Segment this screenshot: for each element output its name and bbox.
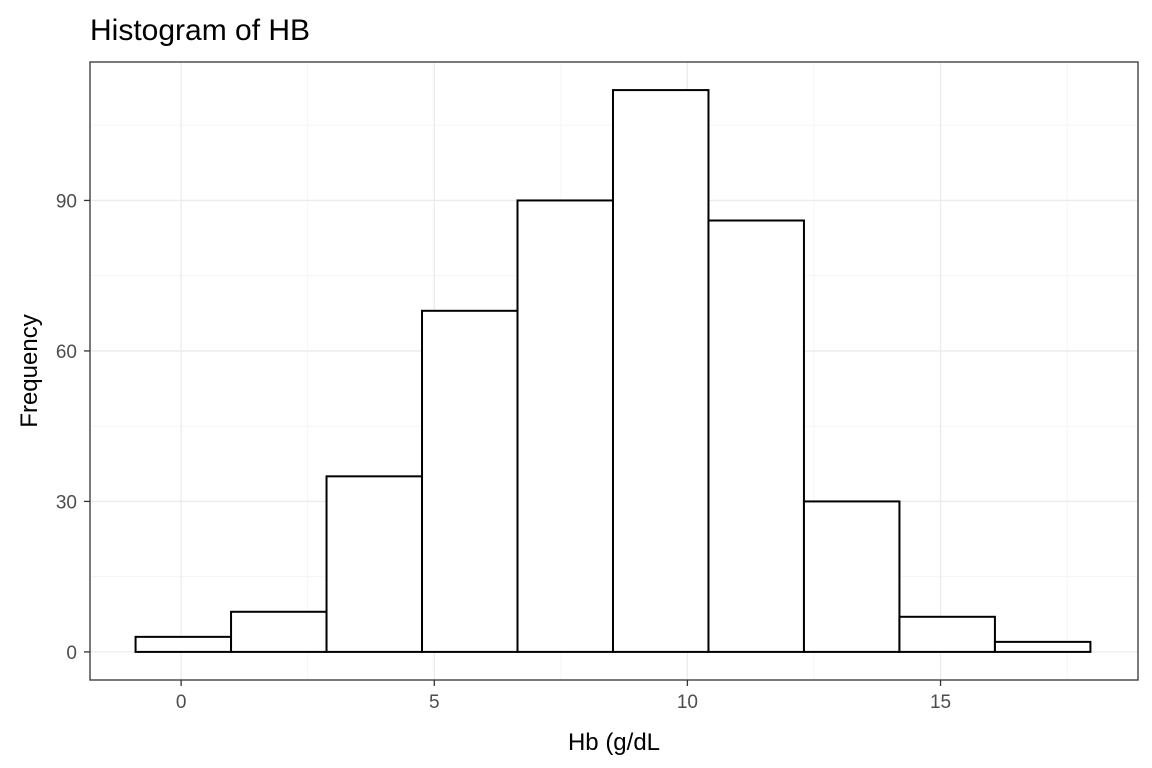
histogram-bar xyxy=(325,475,424,653)
histogram-bar xyxy=(421,309,519,653)
y-tick-label: 60 xyxy=(56,342,77,363)
histogram-bar xyxy=(707,219,805,653)
x-tick-label: 5 xyxy=(429,692,440,713)
histogram-bar xyxy=(802,500,901,653)
histogram-bar xyxy=(516,199,614,653)
plot-panel xyxy=(89,61,1139,681)
x-tick-label: 0 xyxy=(176,692,187,713)
histogram-bar xyxy=(134,635,233,653)
y-tick-label: 30 xyxy=(56,492,77,513)
y-tick-label: 0 xyxy=(66,643,77,664)
chart-title: Histogram of HB xyxy=(90,14,310,47)
axis-ticks: 0 5 10 15 0 30 60 90 xyxy=(56,191,951,713)
histogram-bar xyxy=(611,89,710,653)
x-tick-label: 10 xyxy=(677,692,698,713)
histogram-bar xyxy=(898,615,996,653)
x-tick-label: 15 xyxy=(930,692,951,713)
histogram-bar xyxy=(230,610,328,653)
bars xyxy=(134,89,1092,653)
y-axis-label: Frequency xyxy=(16,314,43,427)
x-axis-label: Hb (g/dL xyxy=(568,729,660,756)
y-tick-label: 90 xyxy=(56,191,77,212)
histogram-bar xyxy=(993,640,1092,653)
